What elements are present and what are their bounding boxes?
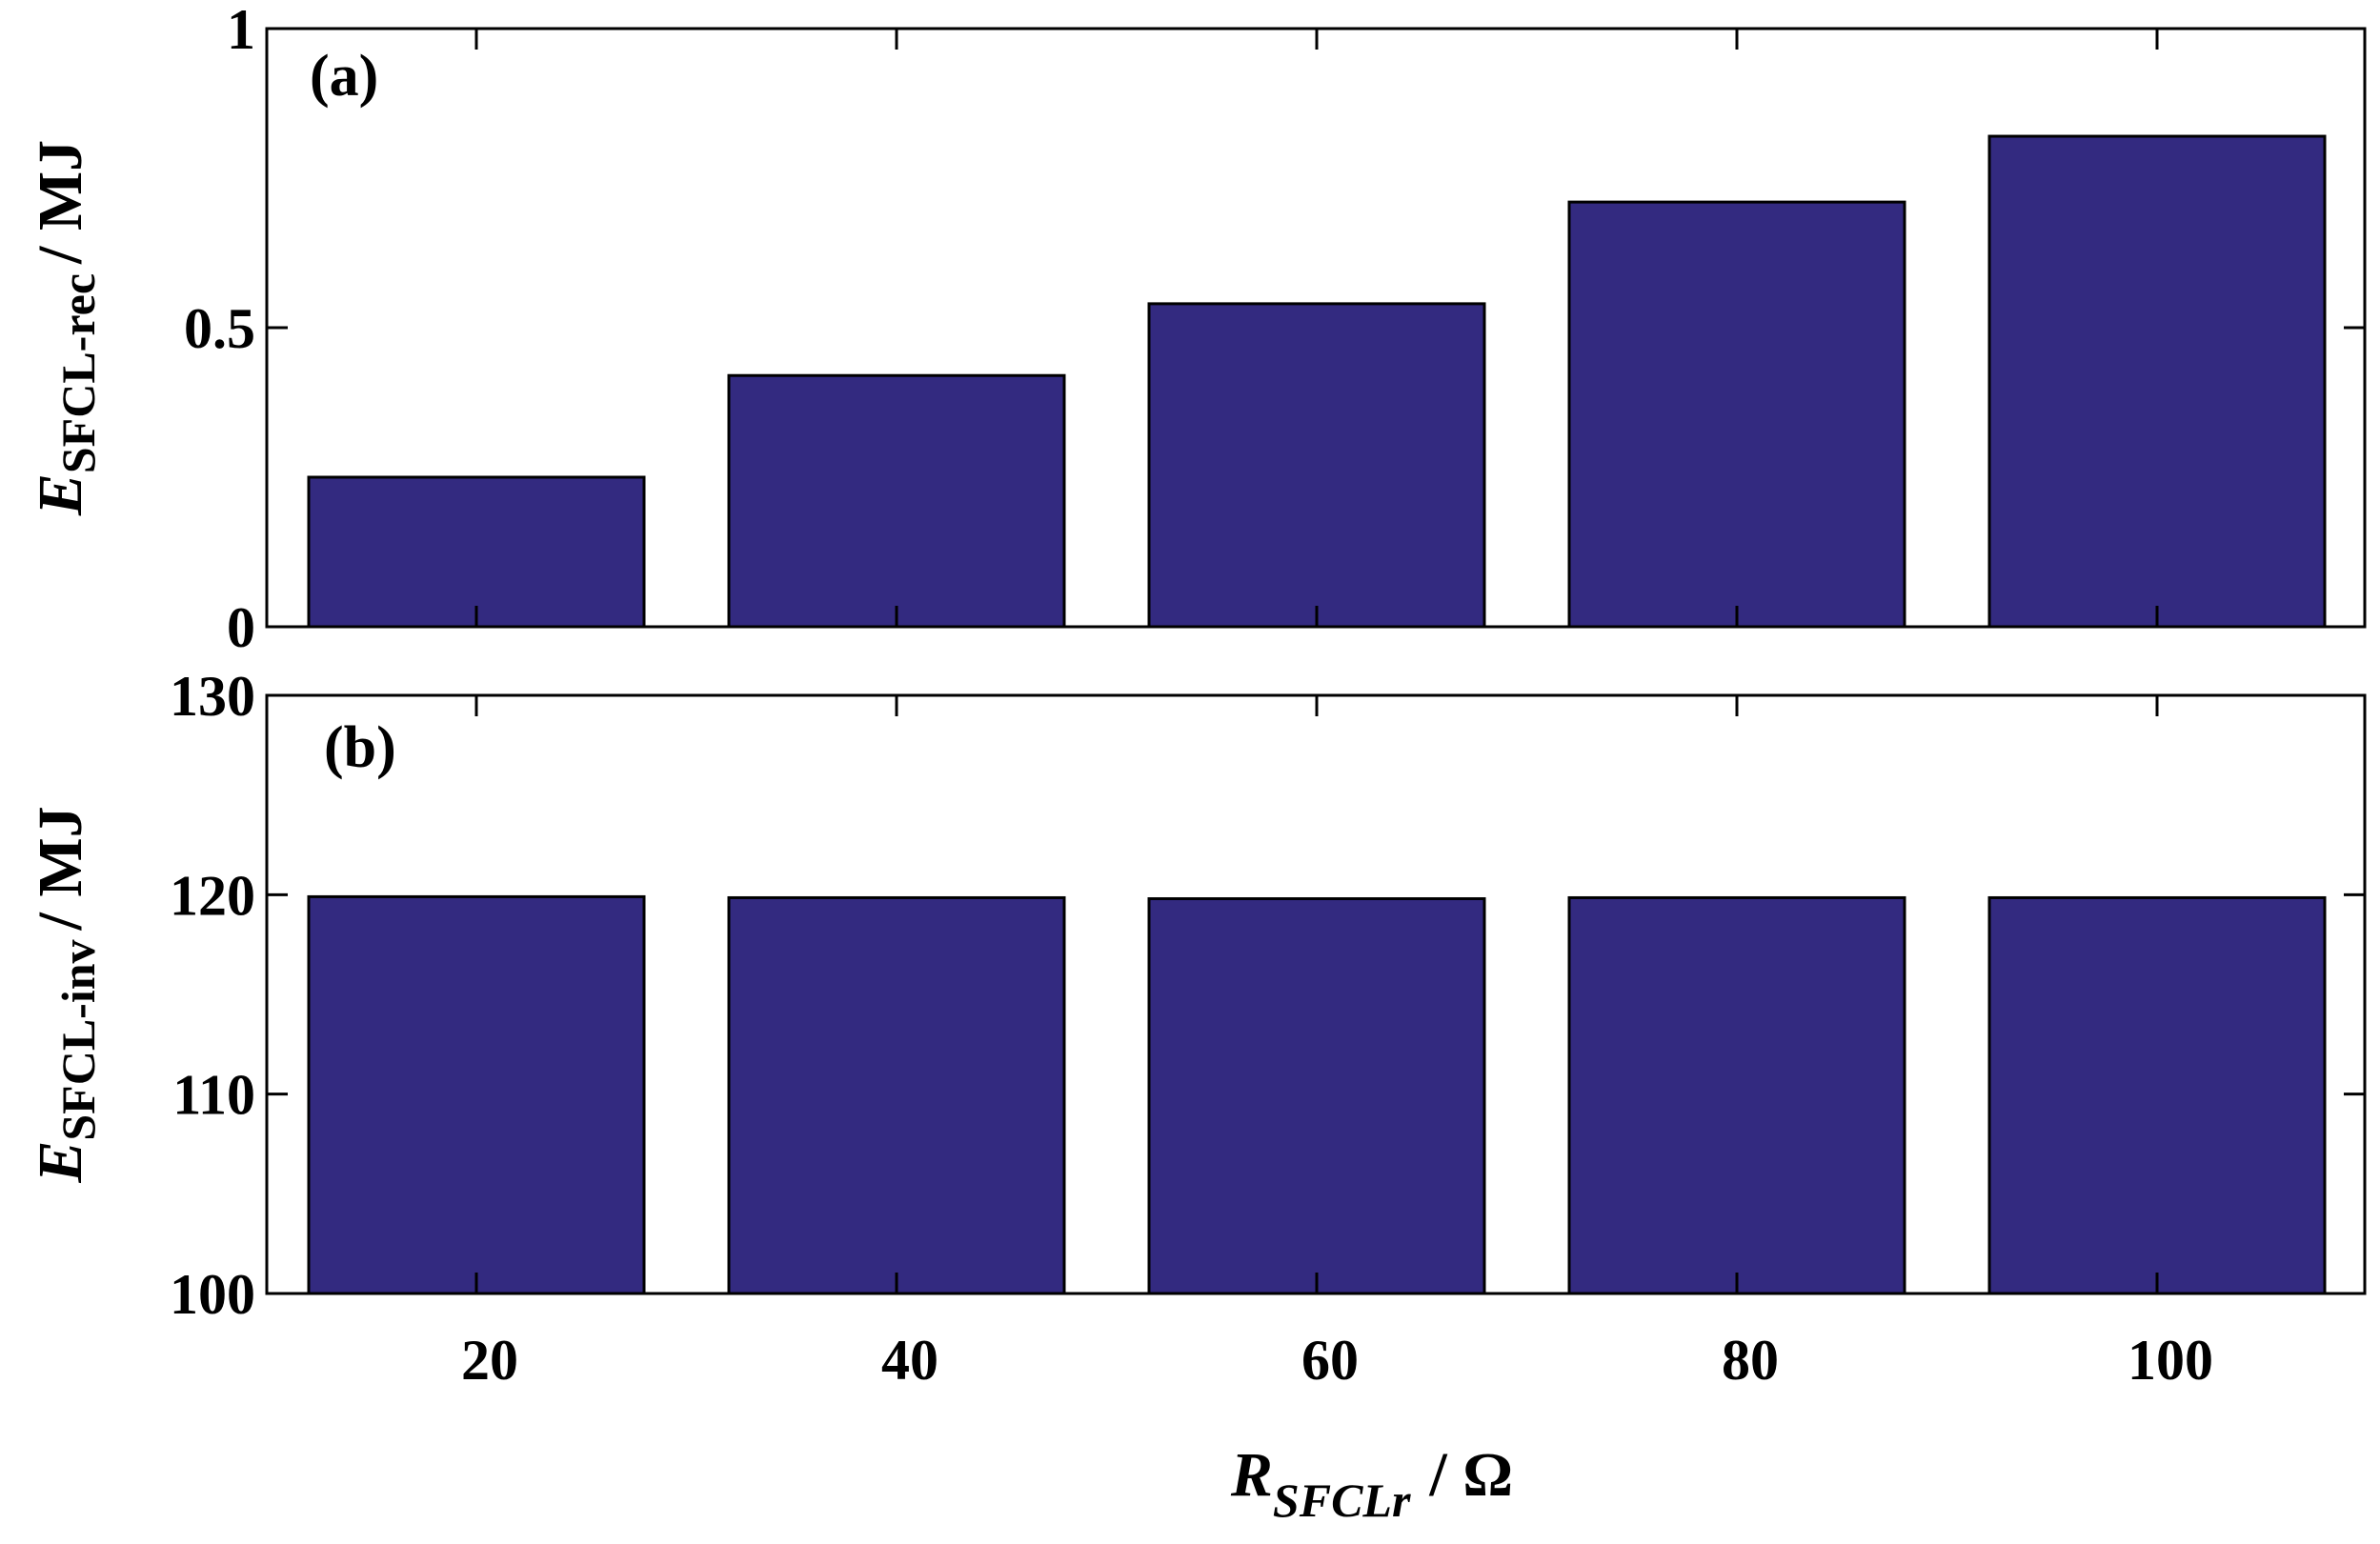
panel-a-label: (a) bbox=[310, 44, 378, 109]
panel-a-energy-rec: 00.51 (a) ESFCL-rec/ MJ bbox=[26, 0, 2367, 659]
bar-b-100 bbox=[1987, 895, 2327, 1295]
ticks-a bbox=[267, 27, 2365, 629]
x-tick-label-b: 60 bbox=[1301, 1329, 1359, 1392]
bars-a bbox=[307, 134, 2327, 629]
bar-a-40 bbox=[727, 373, 1066, 629]
y-axis-label-a: ESFCL-rec / MJ bbox=[26, 140, 105, 516]
y-axis-label-b-sub: SFCL-inv bbox=[51, 939, 105, 1140]
panel-b-energy-inv: 100 110 120 130 20 40 60 80 100 (b) ESFCL-inv / … bbox=[26, 665, 2367, 1527]
x-tick-labels-b: 20 40 60 80 100 bbox=[461, 1329, 2213, 1392]
y-tick-label-b: 100 bbox=[170, 1263, 255, 1326]
y-axis-label-b-unit: / MJ bbox=[26, 806, 95, 931]
x-axis-label-main: R bbox=[1230, 1440, 1273, 1510]
x-tick-label-b: 80 bbox=[1722, 1329, 1779, 1392]
y-tick-labels-b: 100 110 120 130 bbox=[170, 665, 255, 1326]
x-tick-label-b: 100 bbox=[2128, 1329, 2213, 1392]
y-axis-label-b: ESFCL-inv / MJ bbox=[26, 806, 105, 1183]
y-axis-label-a-main: E bbox=[26, 473, 95, 516]
x-tick-label-b: 20 bbox=[461, 1329, 518, 1392]
y-tick-label-a: 0.5 bbox=[184, 297, 255, 360]
x-axis-label-unit: / Ω bbox=[1428, 1440, 1513, 1510]
x-axis-label-sub: SFCLr bbox=[1273, 1474, 1411, 1527]
bar-b-20 bbox=[307, 894, 646, 1295]
ticks-b bbox=[267, 693, 2365, 1295]
y-axis-label-b-main: E bbox=[26, 1141, 95, 1184]
bar-a-100 bbox=[1987, 134, 2327, 629]
y-tick-label-b: 110 bbox=[172, 1064, 255, 1127]
bar-b-60 bbox=[1147, 897, 1486, 1295]
bars-b bbox=[307, 894, 2327, 1295]
bar-a-20 bbox=[307, 475, 646, 629]
y-tick-labels-a: 00.51 bbox=[184, 0, 255, 659]
y-axis-label-a-unit: / MJ bbox=[26, 140, 95, 265]
bar-a-60 bbox=[1147, 302, 1486, 629]
y-tick-label-a: 1 bbox=[227, 0, 255, 61]
bar-b-80 bbox=[1567, 895, 1906, 1295]
bar-a-80 bbox=[1567, 200, 1906, 629]
y-axis-label-a-sub: SFCL-rec bbox=[51, 273, 105, 473]
y-tick-label-a: 0 bbox=[227, 596, 255, 659]
bar-b-40 bbox=[727, 895, 1066, 1295]
y-tick-label-b: 120 bbox=[170, 864, 255, 927]
y-tick-label-b: 130 bbox=[170, 665, 255, 728]
panel-b-label: (b) bbox=[324, 715, 396, 780]
x-axis-label: RSFCLr / Ω bbox=[1230, 1440, 1513, 1527]
x-tick-label-b: 40 bbox=[881, 1329, 938, 1392]
